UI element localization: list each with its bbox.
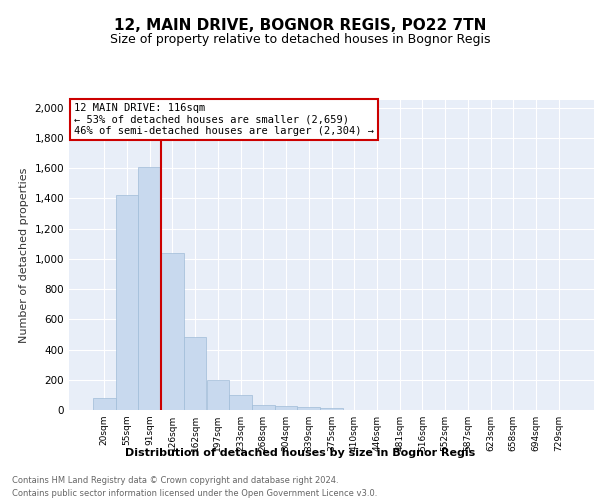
Bar <box>320 408 343 410</box>
Bar <box>184 338 206 410</box>
Text: 12, MAIN DRIVE, BOGNOR REGIS, PO22 7TN: 12, MAIN DRIVE, BOGNOR REGIS, PO22 7TN <box>114 18 486 32</box>
Bar <box>139 166 161 410</box>
Text: Distribution of detached houses by size in Bognor Regis: Distribution of detached houses by size … <box>125 448 475 458</box>
Bar <box>161 252 184 410</box>
Text: 12 MAIN DRIVE: 116sqm
← 53% of detached houses are smaller (2,659)
46% of semi-d: 12 MAIN DRIVE: 116sqm ← 53% of detached … <box>74 103 374 136</box>
Text: Size of property relative to detached houses in Bognor Regis: Size of property relative to detached ho… <box>110 32 490 46</box>
Bar <box>229 395 252 410</box>
Bar <box>93 398 116 410</box>
Text: Contains HM Land Registry data © Crown copyright and database right 2024.: Contains HM Land Registry data © Crown c… <box>12 476 338 485</box>
Bar <box>252 404 275 410</box>
Bar <box>275 406 298 410</box>
Bar <box>116 196 139 410</box>
Y-axis label: Number of detached properties: Number of detached properties <box>19 168 29 342</box>
Bar <box>298 408 320 410</box>
Text: Contains public sector information licensed under the Open Government Licence v3: Contains public sector information licen… <box>12 489 377 498</box>
Bar <box>206 380 229 410</box>
